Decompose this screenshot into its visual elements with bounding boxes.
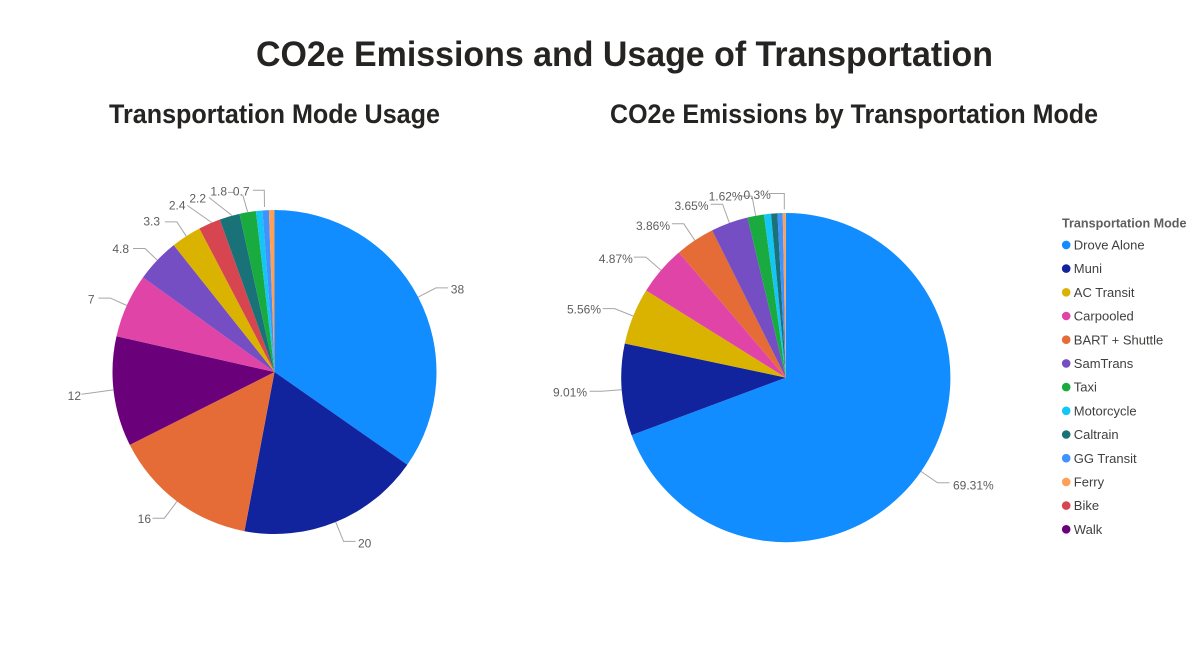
svg-text:AC Transit: AC Transit <box>1074 285 1135 300</box>
svg-text:3.65%: 3.65% <box>674 199 708 213</box>
svg-text:Ferry: Ferry <box>1074 475 1105 490</box>
svg-text:Transportation Mode: Transportation Mode <box>1062 216 1187 231</box>
svg-text:Motorcycle: Motorcycle <box>1074 403 1137 418</box>
svg-text:Carpooled: Carpooled <box>1074 309 1134 324</box>
svg-text:GG Transit: GG Transit <box>1074 451 1137 466</box>
svg-text:BART + Shuttle: BART + Shuttle <box>1074 332 1164 347</box>
svg-text:Bike: Bike <box>1074 498 1099 513</box>
svg-text:0.7: 0.7 <box>233 184 250 198</box>
svg-text:5.56%: 5.56% <box>567 303 601 317</box>
svg-text:SamTrans: SamTrans <box>1074 356 1134 371</box>
svg-text:2.2: 2.2 <box>189 191 206 205</box>
svg-text:1.62%: 1.62% <box>709 189 743 203</box>
svg-text:69.31%: 69.31% <box>953 478 994 492</box>
svg-text:Caltrain: Caltrain <box>1074 427 1119 442</box>
svg-text:3.86%: 3.86% <box>636 219 670 233</box>
svg-text:Muni: Muni <box>1074 261 1102 276</box>
svg-text:7: 7 <box>88 292 95 306</box>
svg-text:Walk: Walk <box>1074 522 1103 537</box>
svg-text:CO2e Emissions and Usage of Tr: CO2e Emissions and Usage of Transportati… <box>256 35 993 74</box>
svg-text:4.8: 4.8 <box>112 242 129 256</box>
svg-text:Taxi: Taxi <box>1074 380 1097 395</box>
svg-text:16: 16 <box>138 512 152 526</box>
svg-text:Transportation Mode Usage: Transportation Mode Usage <box>109 99 440 129</box>
svg-text:CO2e Emissions by Transportati: CO2e Emissions by Transportation Mode <box>610 99 1098 129</box>
svg-text:2.4: 2.4 <box>169 198 186 212</box>
svg-text:1.8: 1.8 <box>210 185 227 199</box>
svg-text:20: 20 <box>358 536 372 550</box>
svg-text:3.3: 3.3 <box>143 214 160 228</box>
svg-text:12: 12 <box>68 389 82 403</box>
svg-text:0.3%: 0.3% <box>743 188 771 202</box>
svg-text:9.01%: 9.01% <box>553 386 587 400</box>
svg-text:Drove Alone: Drove Alone <box>1074 238 1145 253</box>
svg-text:4.87%: 4.87% <box>599 252 633 266</box>
svg-text:38: 38 <box>451 282 465 296</box>
